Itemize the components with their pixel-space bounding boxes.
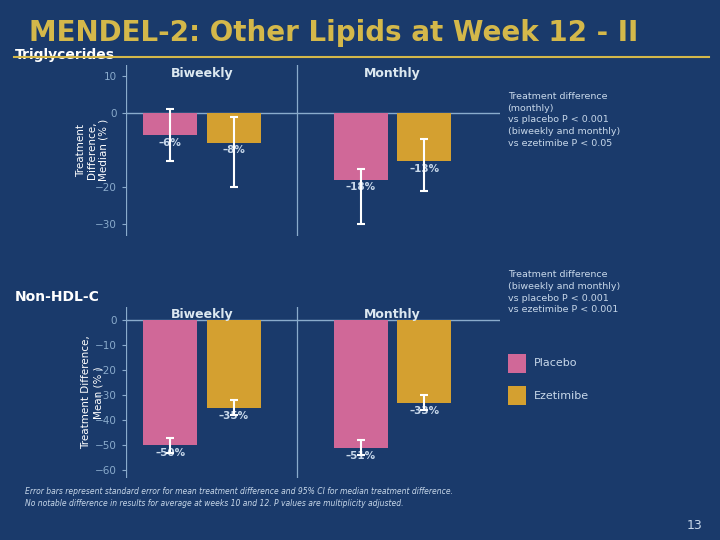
Text: Placebo: Placebo xyxy=(534,358,577,368)
Text: –8%: –8% xyxy=(222,145,246,155)
Text: MENDEL-2: Other Lipids at Week 12 - II: MENDEL-2: Other Lipids at Week 12 - II xyxy=(29,19,638,47)
Bar xyxy=(397,113,451,161)
Text: –50%: –50% xyxy=(156,448,186,458)
Text: –35%: –35% xyxy=(219,411,249,421)
Y-axis label: Treatment
Difference,
Median (% ): Treatment Difference, Median (% ) xyxy=(76,119,109,181)
Text: 13: 13 xyxy=(686,519,702,532)
Text: –51%: –51% xyxy=(346,451,376,461)
Text: Triglycerides: Triglycerides xyxy=(14,48,114,62)
Bar xyxy=(143,320,197,446)
Text: Non-HDL-C: Non-HDL-C xyxy=(14,291,99,305)
Bar xyxy=(143,113,197,136)
Text: –6%: –6% xyxy=(159,138,182,148)
Bar xyxy=(334,320,388,448)
Text: Ezetimibe: Ezetimibe xyxy=(534,390,590,401)
Text: Treatment difference
(monthly)
vs placebo P < 0.001
(biweekly and monthly)
vs ez: Treatment difference (monthly) vs placeb… xyxy=(508,92,620,148)
Text: –33%: –33% xyxy=(409,406,439,416)
Bar xyxy=(397,320,451,403)
Bar xyxy=(334,113,388,180)
Text: Monthly: Monthly xyxy=(364,308,421,321)
Text: Biweekly: Biweekly xyxy=(171,308,233,321)
Y-axis label: Treatment Difference,
Mean (% ): Treatment Difference, Mean (% ) xyxy=(81,336,103,449)
Text: –18%: –18% xyxy=(346,183,376,192)
Bar xyxy=(207,320,261,408)
Text: –13%: –13% xyxy=(409,164,439,174)
Text: Error bars represent standard error for mean treatment difference and 95% CI for: Error bars represent standard error for … xyxy=(25,487,453,508)
Text: Treatment difference
(biweekly and monthly)
vs placebo P < 0.001
vs ezetimibe P : Treatment difference (biweekly and month… xyxy=(508,270,620,314)
Text: Biweekly: Biweekly xyxy=(171,67,233,80)
Bar xyxy=(207,113,261,143)
Text: Monthly: Monthly xyxy=(364,67,421,80)
